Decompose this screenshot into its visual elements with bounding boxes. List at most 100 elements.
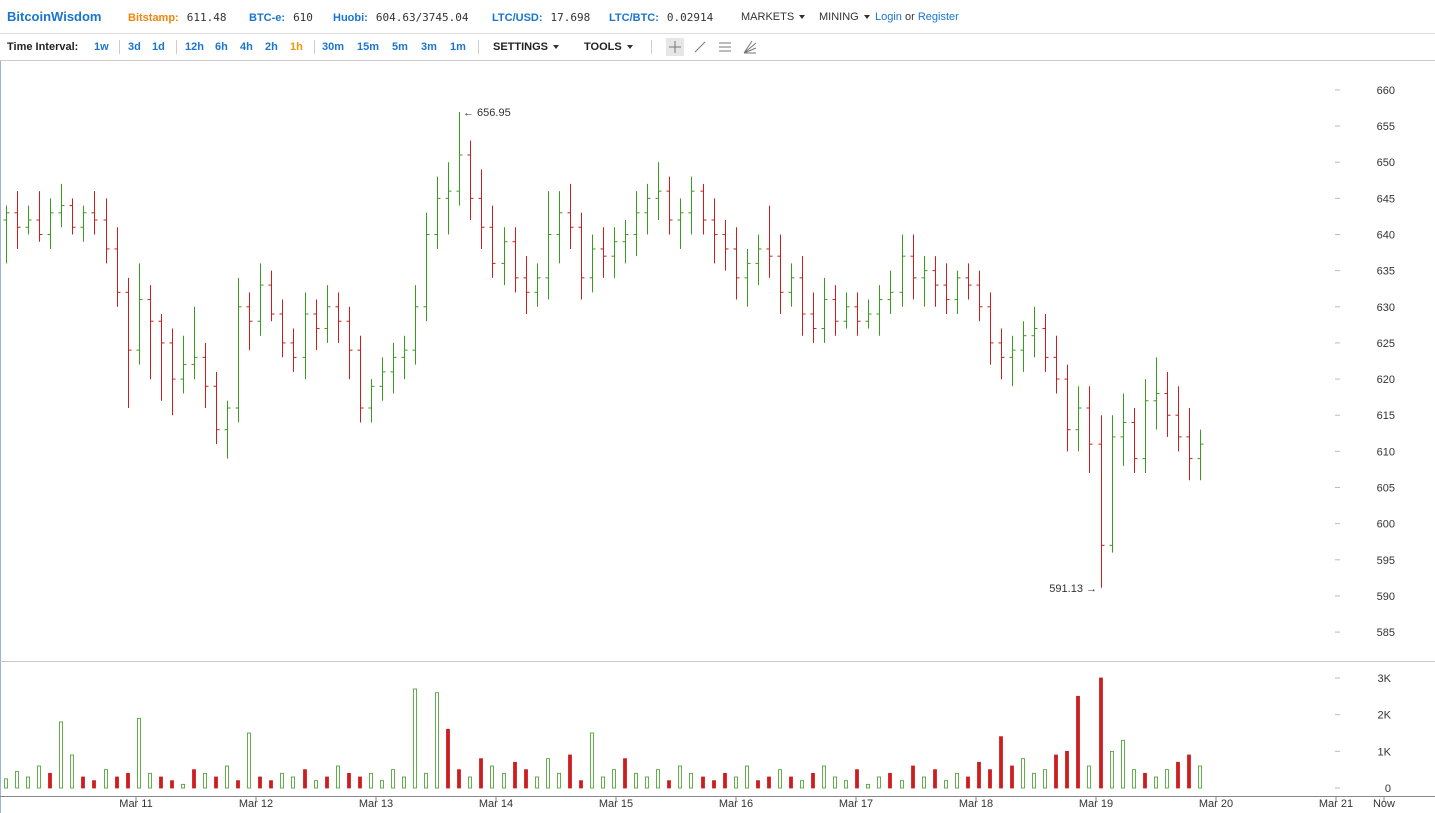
volume-bar [866,783,870,789]
fan-tool-icon[interactable] [741,38,759,56]
volume-bar [645,776,649,789]
ticker-huobi[interactable]: Huobi: 604.63/3745.04 [333,11,469,24]
x-tick-label: Mar 13 [359,798,393,810]
markets-menu[interactable]: MARKETS [741,11,806,23]
or-text: or [904,11,915,23]
candle [1053,335,1060,394]
volume-bar [701,776,705,789]
candle [412,285,419,365]
volume-bar [756,780,760,789]
candle [14,191,21,249]
volume-bar [900,780,904,789]
candle [611,227,618,278]
candle [235,277,242,423]
candle [501,227,508,286]
mining-menu[interactable]: MINING [819,11,870,23]
price-chart[interactable]: 585 590 595 600 605 610 615 620 625 630 635 640 645 6… [0,61,1435,813]
volume-bar [1054,754,1058,789]
volume-bar [1065,750,1069,789]
volume-bar [15,771,19,789]
volume-bar [535,776,539,789]
volume-bar [833,776,837,789]
ticker-bitstamp[interactable]: Bitstamp: 611.48 [128,11,226,24]
candle [1164,371,1171,437]
candle [180,335,187,394]
volume-bar [689,772,693,789]
price-tick-label: 615 [1377,410,1395,422]
volume-bar [391,769,395,789]
volume-bar [247,732,251,789]
interval-4h[interactable]: 4h [240,41,253,53]
candle [744,248,751,307]
volume-bar [524,769,528,789]
volume-bar [546,758,550,789]
candle [379,357,386,401]
candle [335,292,342,343]
brand-logo-link[interactable]: BitcoinWisdom [7,9,102,24]
volume-bar [933,769,937,789]
candle [290,328,297,372]
interval-6h[interactable]: 6h [215,41,228,53]
volume-bar [667,780,671,789]
line-tool-icon[interactable] [691,38,709,56]
interval-15m[interactable]: 15m [357,41,380,53]
candle [125,277,132,408]
ticker-ltc-usd[interactable]: LTC/USD: 17.698 [492,11,590,24]
volume-bar [148,772,152,789]
settings-menu[interactable]: SETTINGS [493,41,560,53]
interval-3d[interactable]: 3d [128,41,141,53]
volume-bar [48,772,52,789]
candle [932,256,939,307]
volume-bar [1043,769,1047,789]
tools-menu[interactable]: TOOLS [584,41,633,53]
interval-2h[interactable]: 2h [265,41,278,53]
volume-bar [457,769,461,789]
candle [1186,407,1193,481]
volume-bar [1099,677,1103,789]
volume-bar [402,776,406,789]
markets-menu-label: MARKETS [741,11,795,23]
interval-5m[interactable]: 5m [392,41,408,53]
volume-bar [126,772,130,789]
interval-12h[interactable]: 12h [185,41,204,53]
candle [202,342,209,408]
candle [302,292,309,380]
fibonacci-icon[interactable] [716,38,734,56]
interval-30m[interactable]: 30m [322,41,345,53]
volume-tick-label: 1K [1378,746,1392,758]
interval-1d[interactable]: 1d [152,41,165,53]
price-tick-label: 605 [1377,483,1395,495]
candle [456,111,463,206]
candle [788,263,795,307]
candle [766,205,773,278]
candle [810,292,817,343]
interval-1h[interactable]: 1h [290,41,303,53]
crosshair-icon[interactable] [666,38,684,56]
candle [876,285,883,336]
top-nav-bar: BitcoinWisdom Bitstamp: 611.48 BTC-e: 610 … [0,0,1435,34]
ticker-btce[interactable]: BTC-e: 610 [249,11,313,24]
interval-1w[interactable]: 1w [94,41,109,53]
candle [821,277,828,343]
candle [677,198,684,249]
volume-bar [612,769,616,789]
interval-3m[interactable]: 3m [421,41,437,53]
candle [246,292,253,351]
volume-bar [745,765,749,789]
x-tick-label: Mar 15 [599,798,633,810]
candle [523,256,530,315]
login-link[interactable]: Login [875,11,902,23]
candle [357,335,364,423]
candle [711,198,718,264]
candle [998,328,1005,380]
candle [1142,379,1149,474]
volume-bar [314,780,318,789]
register-link[interactable]: Register [917,11,959,23]
volume-bar [1132,769,1136,789]
interval-1m[interactable]: 1m [450,41,466,53]
volume-bar [347,772,351,789]
volume-bar [1032,772,1036,789]
candle [600,227,607,278]
candle [1153,357,1160,430]
ticker-ltc-btc[interactable]: LTC/BTC: 0.02914 [609,11,713,24]
